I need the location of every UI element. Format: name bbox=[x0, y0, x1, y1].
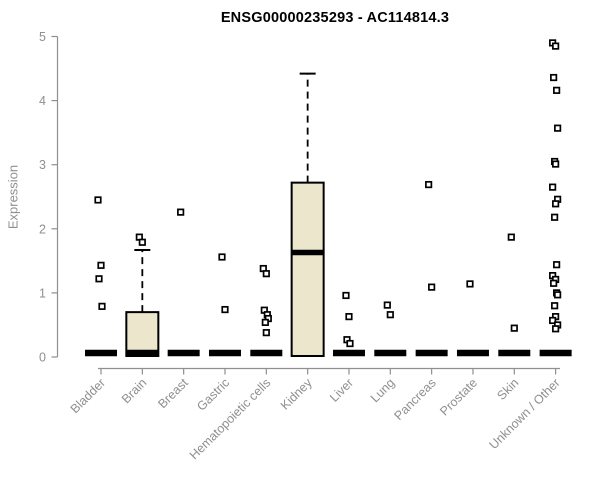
outlier-point bbox=[553, 86, 561, 94]
outlier-point bbox=[466, 280, 474, 288]
outlier-point bbox=[552, 42, 560, 50]
outlier-point bbox=[550, 73, 558, 82]
x-tick-label: Prostate bbox=[437, 376, 480, 419]
outlier-point bbox=[552, 200, 560, 208]
outlier-point bbox=[98, 302, 106, 310]
outlier-point bbox=[177, 208, 185, 216]
x-tick-label: Unknown / Other bbox=[487, 376, 563, 452]
outlier-point bbox=[261, 318, 269, 326]
x-tick-label: Pancreas bbox=[392, 376, 439, 423]
outlier-point bbox=[94, 196, 102, 204]
outlier-point bbox=[221, 305, 229, 314]
x-tick-label: Breast bbox=[155, 375, 191, 411]
outlier-point bbox=[218, 253, 226, 261]
outlier-point bbox=[262, 329, 270, 337]
outlier-point bbox=[552, 325, 560, 333]
x-tick-label: Hematopoietic cells bbox=[187, 376, 274, 463]
outlier-point bbox=[95, 275, 103, 283]
box bbox=[125, 311, 160, 358]
outlier-point bbox=[138, 238, 146, 246]
x-tick-label: Kidney bbox=[278, 375, 315, 412]
outlier-point bbox=[386, 311, 394, 319]
outlier-point bbox=[554, 291, 562, 299]
x-tick-label: Brain bbox=[119, 376, 150, 407]
outlier-point bbox=[554, 124, 562, 132]
y-tick-label: 0 bbox=[39, 351, 46, 365]
outlier-point bbox=[97, 261, 105, 269]
outlier-point bbox=[551, 302, 559, 310]
x-tick-label: Bladder bbox=[68, 376, 108, 416]
y-tick-label: 2 bbox=[39, 222, 46, 236]
outlier-point bbox=[262, 270, 270, 278]
outlier-point bbox=[507, 233, 515, 241]
outlier-point bbox=[553, 261, 561, 269]
chart-title: ENSG00000235293 - AC114814.3 bbox=[220, 10, 450, 26]
outlier-point bbox=[346, 339, 354, 348]
outlier-point bbox=[549, 316, 557, 325]
outlier-point bbox=[552, 160, 560, 168]
outlier-point bbox=[549, 183, 557, 191]
x-tick-label: Liver bbox=[327, 376, 356, 405]
outlier-point bbox=[510, 324, 518, 332]
x-tick-label: Lung bbox=[368, 376, 398, 406]
x-tick-label: Skin bbox=[494, 376, 521, 403]
outlier-point bbox=[428, 283, 436, 291]
outlier-point bbox=[550, 279, 558, 287]
y-tick-label: 3 bbox=[39, 158, 46, 172]
outlier-point bbox=[551, 213, 559, 221]
outlier-point bbox=[342, 291, 350, 300]
outlier-point bbox=[425, 180, 433, 189]
box bbox=[290, 181, 325, 357]
y-tick-label: 4 bbox=[39, 94, 46, 108]
y-tick-label: 5 bbox=[39, 30, 46, 44]
outlier-point bbox=[383, 301, 391, 309]
outlier-point bbox=[345, 313, 353, 321]
y-tick-label: 1 bbox=[39, 286, 46, 300]
x-tick-label: Gastric bbox=[194, 376, 232, 414]
